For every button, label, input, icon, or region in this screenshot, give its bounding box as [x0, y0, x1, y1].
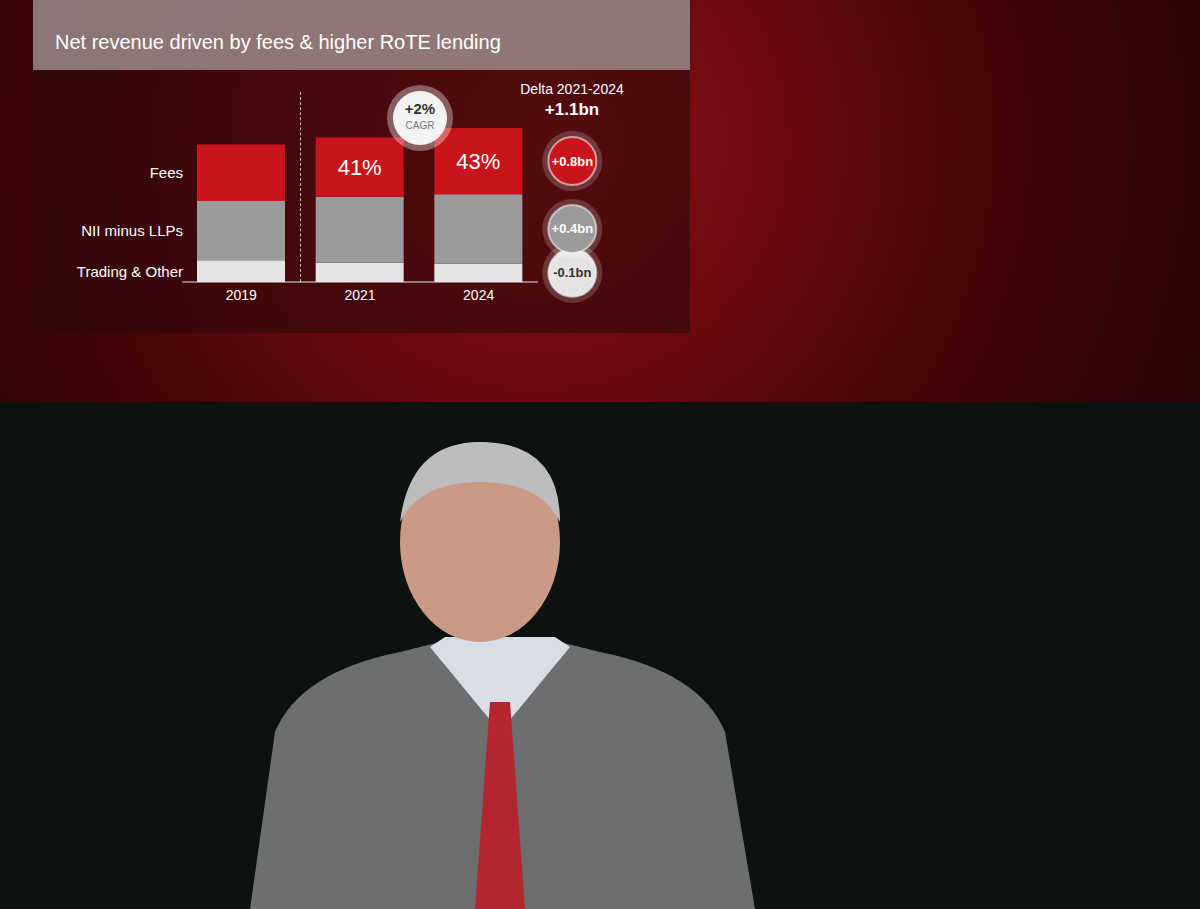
- svg-text:43%: 43%: [456, 149, 500, 174]
- svg-text:NII minus LLPs: NII minus LLPs: [81, 222, 183, 239]
- svg-text:+2%: +2%: [405, 100, 435, 117]
- svg-text:+0.8bn: +0.8bn: [552, 154, 594, 169]
- svg-text:Fees: Fees: [150, 164, 183, 181]
- html-text:Net revenue driven by fees & h: Net revenue driven by fees & higher RoTE…: [55, 31, 501, 53]
- html-text:Delta 2021-2024: Delta 2021-2024: [520, 81, 624, 97]
- svg-text:2019: 2019: [226, 287, 257, 303]
- html-text:+1.1bn: +1.1bn: [544, 100, 600, 119]
- svg-text:CAGR: CAGR: [406, 120, 435, 131]
- svg-text:+0.4bn: +0.4bn: [552, 221, 594, 236]
- svg-text:2024: 2024: [463, 287, 494, 303]
- svg-text:41%: 41%: [338, 155, 382, 180]
- svg-text:Trading & Other: Trading & Other: [77, 263, 183, 280]
- svg-text:-0.1bn: -0.1bn: [553, 265, 591, 280]
- svg-text:2021: 2021: [344, 287, 375, 303]
